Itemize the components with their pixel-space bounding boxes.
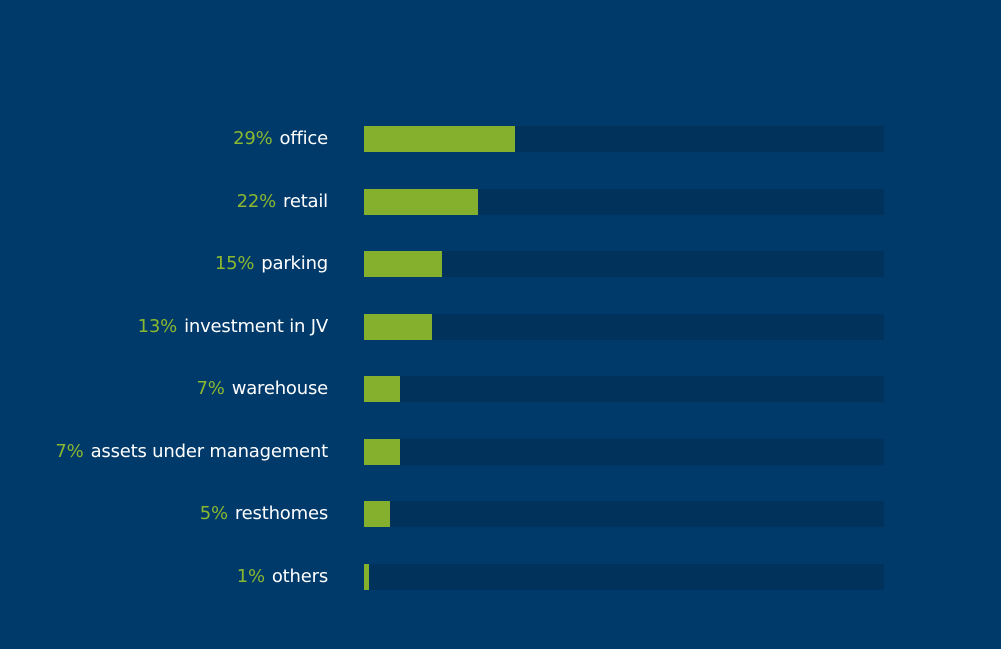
bar-label: 7% warehouse — [196, 376, 329, 402]
category-label: investment in JV — [184, 315, 328, 337]
bar-row: 29% office — [0, 126, 1001, 152]
bar-label: 1% others — [237, 564, 328, 590]
percent-label: 5% — [199, 503, 228, 525]
bar-row: 13% investment in JV — [0, 313, 1001, 340]
bar-row: 7% warehouse — [0, 376, 1001, 403]
percent-label: 22% — [236, 190, 277, 212]
bar-label: 13% investment in JV — [137, 314, 329, 340]
percent-label: 29% — [233, 128, 273, 149]
bar-track — [364, 376, 884, 403]
percent-label: 7% — [196, 378, 225, 400]
bar-track — [364, 313, 884, 340]
category-label: resthomes — [234, 503, 328, 525]
bar-track — [364, 438, 884, 465]
percent-label: 15% — [214, 253, 255, 275]
bar-row: 5% resthomes — [0, 501, 1001, 528]
percent-label: 13% — [137, 315, 178, 337]
bar-row: 22% retail — [0, 188, 1001, 215]
bar-fill — [364, 376, 401, 403]
category-label: warehouse — [231, 378, 329, 400]
percent-label: 7% — [55, 440, 84, 462]
bar-label: 7% assets under management — [55, 439, 328, 465]
category-label: assets under management — [90, 440, 329, 462]
bar-row: 7% assets under management — [0, 438, 1001, 465]
bar-track — [364, 126, 884, 152]
bar-label: 5% resthomes — [200, 501, 328, 527]
bar-fill — [364, 188, 479, 215]
bar-label: 29% office — [233, 126, 328, 152]
bar-fill — [364, 438, 401, 465]
bar-fill — [364, 313, 432, 340]
bar-track — [364, 188, 884, 215]
bar-track — [364, 501, 884, 528]
category-label: office — [279, 128, 329, 149]
category-label: others — [271, 565, 328, 587]
bar-fill — [364, 251, 442, 278]
category-label: retail — [283, 190, 328, 212]
bar-label: 22% retail — [236, 189, 329, 215]
bar-fill — [364, 126, 515, 152]
bar-track — [364, 563, 884, 590]
bar-fill — [364, 563, 370, 590]
bar-track — [364, 251, 884, 278]
bar-row: 1% others — [0, 563, 1001, 590]
category-label: parking — [261, 253, 328, 275]
percent-label: 1% — [236, 565, 265, 587]
bar-row: 15% parking — [0, 251, 1001, 278]
bar-fill — [364, 501, 390, 528]
bar-label: 15% parking — [215, 251, 328, 277]
